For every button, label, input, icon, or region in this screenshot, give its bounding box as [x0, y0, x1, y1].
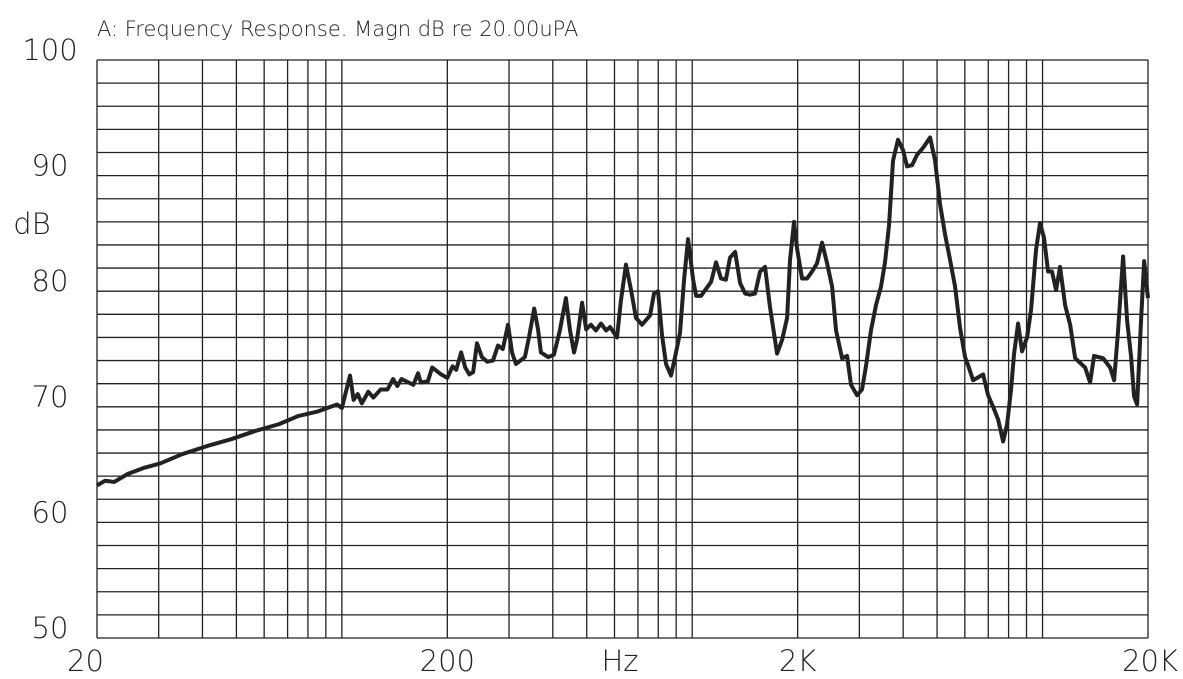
chart-title: A: Frequency Response. Magn dB re 20.00u… [97, 17, 578, 41]
y-tick-label: 90 [32, 149, 69, 183]
x-tick-label: 20 [67, 644, 104, 678]
x-tick-label: 2K [779, 644, 816, 678]
y-tick-label: 80 [32, 264, 69, 298]
x-tick-label: 200 [420, 644, 475, 678]
y-tick-label: 70 [32, 380, 69, 414]
y-tick-label: 100 [22, 33, 77, 67]
response-line [96, 135, 1150, 488]
x-tick-label: 20K [1122, 644, 1178, 678]
y-tick-label: 60 [32, 495, 69, 529]
x-axis-label: Hz [601, 644, 638, 678]
y-axis-label: dB [13, 207, 50, 241]
y-tick-label: 50 [32, 611, 69, 645]
